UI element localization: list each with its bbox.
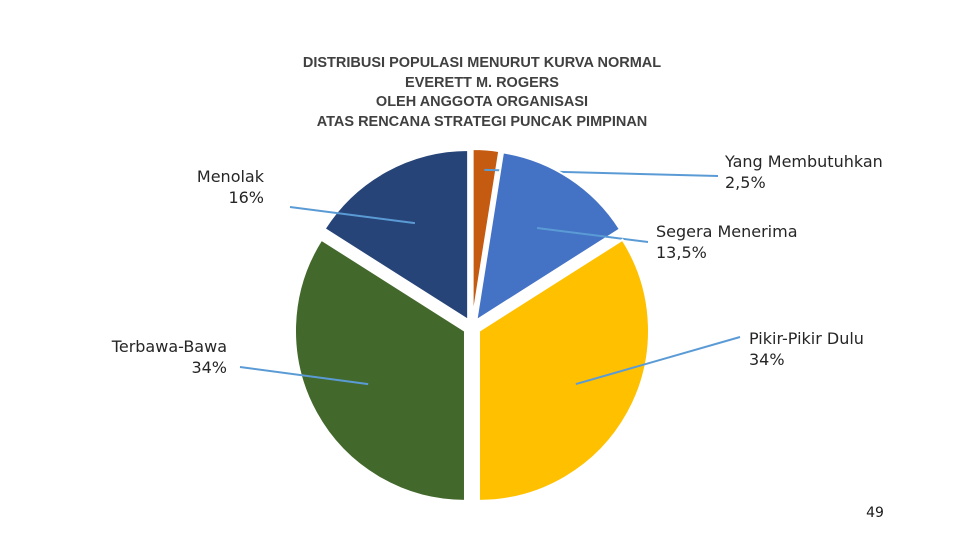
data-label-yang-membutuhkan: Yang Membutuhkan 2,5% [725,151,883,193]
chart-title-line: DISTRIBUSI POPULASI MENURUT KURVA NORMAL [302,55,662,71]
leader-line [239,366,369,386]
pie-slice-pikir-pikir-dulu [478,238,651,502]
data-label-segera-menerima: Segera Menerima 13,5% [656,221,798,263]
chart-title-line: EVERETT M. ROGERS [405,74,559,91]
leader-line [575,336,741,386]
data-label-pikir-pikir-dulu: Pikir-Pikir Dulu 34% [749,328,864,370]
chart-title: DISTRIBUSI POPULASI MENURUT KURVA NORMAL… [232,54,732,132]
slice-name-label: Pikir-Pikir Dulu [749,329,864,348]
pie-slice-yang-membutuhkan [471,148,501,320]
leader-line [536,226,649,243]
chart-title-line: ATAS RENCANA STRATEGI PUNCAK PIMPINAN [316,113,648,130]
slice-percent-label: 16% [228,188,264,207]
slice-name-label: Segera Menerima [656,222,798,241]
slice-name-label: Menolak [196,167,264,186]
pie-slice-segera-menerima [475,151,622,323]
page-number: 49 [866,505,884,521]
slice-name-label: Yang Membutuhkan [725,152,883,171]
data-label-terbawa-bawa: Terbawa-Bawa 34% [80,336,227,378]
slice-percent-label: 13,5% [656,243,707,262]
slice-percent-label: 34% [749,350,785,369]
chart-title-line: OLEH ANGGOTA ORGANISASI [375,94,589,110]
pie-slice-menolak [323,148,470,322]
leader-line [289,206,416,225]
pie-slice-terbawa-bawa [293,238,466,502]
slice-percent-label: 2,5% [725,173,766,192]
slice-percent-label: 34% [191,358,227,377]
slice-name-label: Terbawa-Bawa [111,337,227,356]
data-label-menolak: Menolak 16% [150,166,264,208]
